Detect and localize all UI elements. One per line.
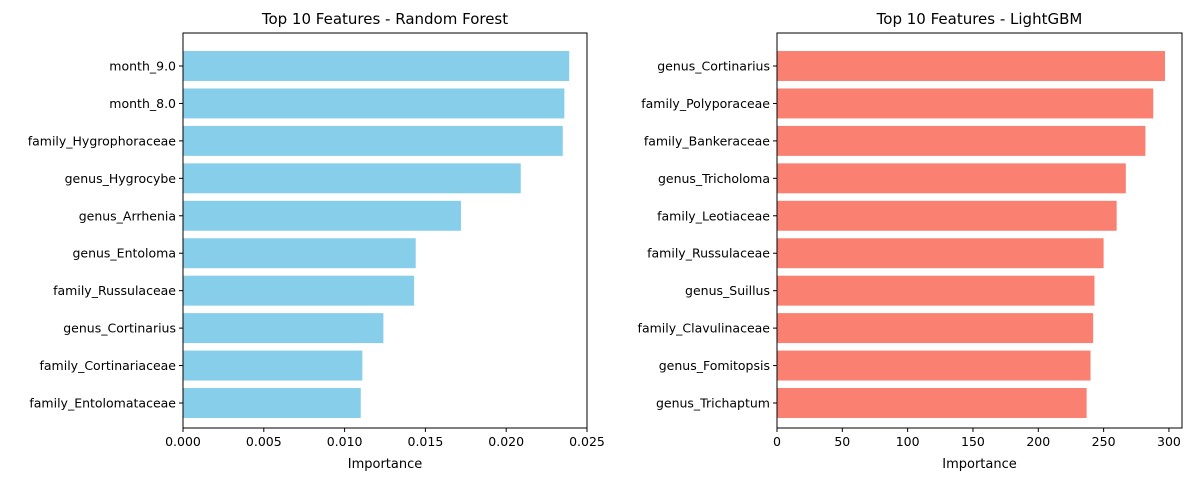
x-tick-label: 200 xyxy=(1026,434,1050,449)
category-label: genus_Tricholoma xyxy=(658,171,770,186)
bar xyxy=(777,125,1146,156)
bar xyxy=(777,388,1087,418)
x-tick-label: 0.010 xyxy=(327,434,363,449)
bar xyxy=(183,350,363,381)
x-ticks: 0 50 100 150 200 250 300 xyxy=(773,428,1181,449)
chart-title: Top 10 Features - Random Forest xyxy=(261,10,508,28)
bar xyxy=(183,200,461,231)
category-label: family_Cortinariaceae xyxy=(40,358,177,373)
x-tick-label: 0.000 xyxy=(165,434,201,449)
x-tick-label: 0.025 xyxy=(569,434,605,449)
x-tick-label: 0.020 xyxy=(488,434,524,449)
bar xyxy=(183,238,416,269)
bar xyxy=(183,163,521,194)
category-label: family_Bankeraceae xyxy=(644,133,770,148)
x-tick-label: 250 xyxy=(1092,434,1116,449)
bar xyxy=(183,51,570,81)
x-tick-label: 50 xyxy=(834,434,850,449)
category-label: genus_Hygrocybe xyxy=(65,171,177,186)
bar xyxy=(183,125,563,156)
chart-title: Top 10 Features - LightGBM xyxy=(876,10,1083,28)
category-label: genus_Cortinarius xyxy=(657,59,770,74)
plot-frame xyxy=(776,32,1183,429)
random-forest-chart: Top 10 Features - Random Forest month_9.… xyxy=(28,10,605,472)
x-tick-label: 150 xyxy=(961,434,985,449)
x-tick-label: 100 xyxy=(896,434,920,449)
bar xyxy=(183,88,565,119)
plot-frame xyxy=(182,32,588,429)
category-labels: genus_Cortinarius family_Polyporaceaefami… xyxy=(638,59,777,411)
bar xyxy=(183,388,361,418)
category-labels: month_9.0 month_8.0 family_Hygrophoraceaeg… xyxy=(28,59,183,411)
category-label: family_Polyporaceae xyxy=(641,96,770,111)
bar xyxy=(777,350,1091,381)
category-label: genus_Trichaptum xyxy=(656,396,770,411)
category-label: family_Entolomataceae xyxy=(29,396,176,411)
category-label: family_Leotiaceae xyxy=(657,208,770,223)
bar xyxy=(183,313,384,344)
bar xyxy=(777,275,1095,306)
category-label: genus_Arrhenia xyxy=(79,208,176,223)
x-axis-label: Importance xyxy=(942,457,1017,472)
x-ticks: 0.000 0.005 0.010 0.015 0.020 0.025 xyxy=(165,428,605,449)
bar xyxy=(183,275,415,306)
x-tick-label: 0.005 xyxy=(246,434,282,449)
x-tick-label: 0.015 xyxy=(408,434,444,449)
bar xyxy=(777,238,1104,269)
category-label: month_8.0 xyxy=(109,96,176,111)
category-label: family_Russulaceae xyxy=(647,246,770,261)
bars-group xyxy=(777,51,1166,418)
x-axis-label: Importance xyxy=(348,457,423,472)
category-label: family_Hygrophoraceae xyxy=(28,133,177,148)
category-label: family_Clavulinaceae xyxy=(638,321,771,336)
lightgbm-chart: Top 10 Features - LightGBM genus_Cortina… xyxy=(638,10,1183,472)
bars-group xyxy=(183,51,570,418)
bar xyxy=(777,51,1166,81)
x-tick-label: 0 xyxy=(773,434,781,449)
x-tick-label: 300 xyxy=(1157,434,1181,449)
category-label: month_9.0 xyxy=(109,59,176,74)
category-label: genus_Fomitopsis xyxy=(659,358,770,373)
bar xyxy=(777,200,1117,231)
bar xyxy=(777,313,1094,344)
category-label: family_Russulaceae xyxy=(53,283,176,298)
category-label: genus_Suillus xyxy=(685,283,770,298)
bar xyxy=(777,163,1126,194)
category-label: genus_Entoloma xyxy=(72,246,176,261)
category-label: genus_Cortinarius xyxy=(63,321,176,336)
bar xyxy=(777,88,1154,119)
